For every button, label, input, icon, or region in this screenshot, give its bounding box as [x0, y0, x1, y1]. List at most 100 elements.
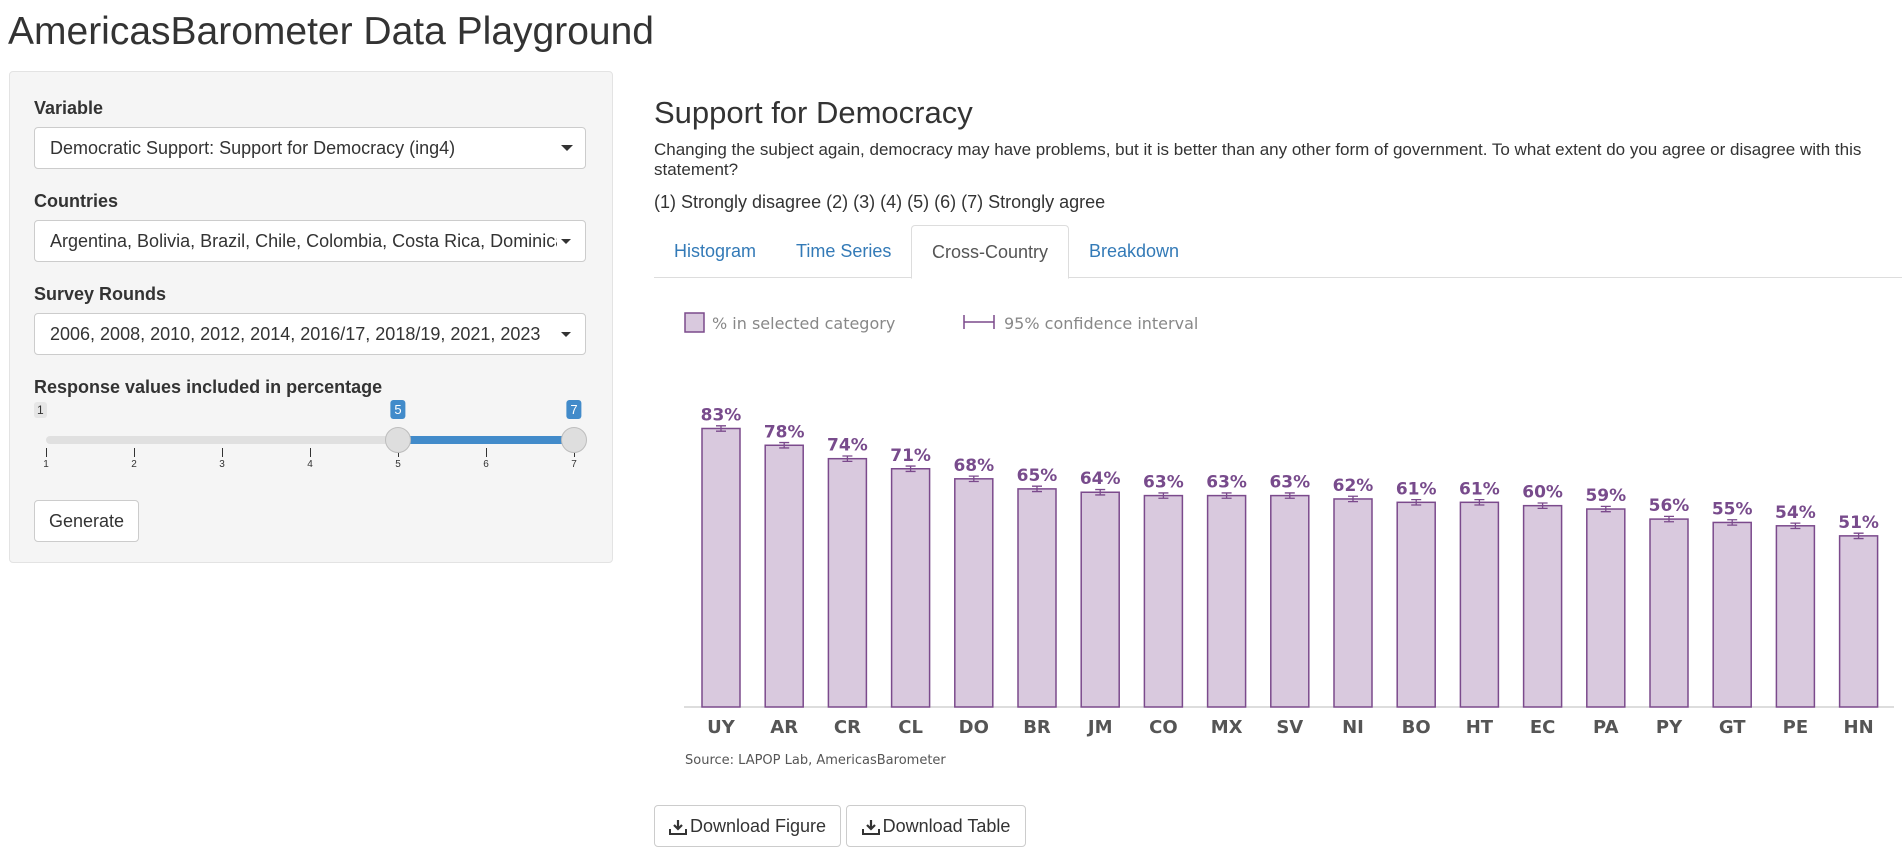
generate-button[interactable]: Generate [34, 500, 139, 542]
chart-bar [764, 444, 804, 708]
confidence-interval [1664, 515, 1674, 523]
legend-swatch [684, 312, 705, 333]
download-table-button[interactable]: Download Table [846, 805, 1026, 847]
bar-value-label: 65% [1017, 466, 1058, 486]
x-tick-label: CR [834, 717, 861, 738]
x-tick-label: NI [1342, 717, 1364, 738]
confidence-interval [1221, 492, 1232, 499]
confidence-interval [716, 425, 726, 432]
bar-value-label: 83% [701, 405, 742, 425]
chart-bar [890, 468, 931, 708]
download-figure-label: Download Figure [689, 815, 827, 836]
slider-from-handle[interactable] [385, 427, 411, 453]
response-scale-text: (1) Strongly disagree (2) (3) (4) (5) (6… [654, 192, 1106, 212]
legend-item-ci: 95% confidence interval [1004, 314, 1198, 333]
chart-bar [1649, 518, 1689, 708]
x-tick-label: DO [959, 717, 989, 738]
bar-value-label: 71% [890, 446, 931, 466]
x-tick-label: HT [1466, 717, 1494, 738]
chart-bar [827, 457, 868, 708]
confidence-interval [1853, 532, 1864, 540]
bar-value-label: 74% [827, 436, 868, 456]
download-icon [861, 819, 880, 835]
chart-bar [1775, 525, 1816, 708]
bar-value-label: 59% [1585, 486, 1626, 506]
confidence-interval [842, 455, 853, 463]
slider-min-label: 1 [34, 402, 47, 418]
chart-bar [1206, 494, 1247, 708]
slider-tick-label: 2 [131, 459, 137, 470]
chart-bar [1080, 491, 1120, 708]
chart-bar [1586, 508, 1626, 708]
confidence-interval [1284, 492, 1295, 499]
bar-value-label: 78% [764, 422, 805, 442]
tab-breakdown[interactable]: Breakdown [1089, 241, 1180, 261]
slider-tick-label: 4 [307, 459, 313, 470]
confidence-interval [1158, 492, 1169, 499]
confidence-interval [1095, 488, 1106, 496]
chart-bar [1522, 504, 1563, 708]
confidence-interval [1600, 505, 1611, 513]
x-tick-label: SV [1276, 717, 1303, 738]
slider-track[interactable] [46, 436, 574, 444]
confidence-interval [1032, 485, 1042, 493]
slider-tick [134, 448, 135, 457]
chevron-down-icon [561, 332, 571, 337]
bar-value-label: 56% [1649, 496, 1690, 516]
bar-value-label: 64% [1080, 469, 1121, 489]
confidence-interval [1348, 495, 1358, 503]
x-tick-label: BO [1402, 717, 1431, 738]
x-tick-label: CO [1149, 717, 1178, 738]
chevron-down-icon [561, 239, 571, 244]
tab-histogram[interactable]: Histogram [674, 241, 757, 261]
survey-rounds-label: Survey Rounds [34, 284, 167, 304]
bar-value-label: 60% [1522, 483, 1563, 503]
response-range-slider[interactable]: 1 5 7 1 2 3 4 5 6 7 [34, 400, 587, 482]
response-values-label: Response values included in percentage [34, 377, 383, 397]
variable-select-value: Democratic Support: Support for Democrac… [50, 138, 456, 158]
confidence-interval [1411, 498, 1422, 506]
confidence-interval [968, 475, 979, 483]
download-figure-button[interactable]: Download Figure [654, 805, 841, 847]
download-table-label: Download Table [882, 815, 1011, 836]
chart-bar [1333, 498, 1373, 708]
slider-selected-range [398, 436, 574, 444]
chart-bar [1459, 501, 1500, 708]
chart-bar [1270, 494, 1310, 708]
slider-tick [310, 448, 311, 457]
slider-to-handle[interactable] [561, 427, 587, 453]
x-tick-label: PY [1656, 717, 1683, 738]
tab-time-series[interactable]: Time Series [796, 241, 892, 261]
bar-value-label: 63% [1206, 473, 1247, 493]
countries-select-value: Argentina, Bolivia, Brazil, Chile, Colom… [50, 231, 557, 251]
x-tick-label: UY [707, 717, 736, 738]
question-text: Changing the subject again, democracy ma… [654, 140, 1862, 179]
sidebar-panel: Variable Democratic Support: Support for… [9, 71, 613, 563]
survey-rounds-select[interactable]: 2006, 2008, 2010, 2012, 2014, 2016/17, 2… [34, 313, 586, 355]
countries-select[interactable]: Argentina, Bolivia, Brazil, Chile, Colom… [34, 220, 586, 262]
bar-value-label: 54% [1775, 503, 1816, 523]
x-tick-label: PA [1593, 717, 1619, 738]
legend-ci-symbol [963, 315, 995, 329]
confidence-interval [905, 465, 916, 473]
slider-tick [46, 448, 47, 457]
tab-bar: Histogram Time Series Cross-Country Brea… [654, 225, 1902, 279]
slider-tick [486, 448, 487, 457]
variable-label: Variable [34, 98, 104, 118]
tab-cross-country[interactable]: Cross-Country [911, 225, 1070, 279]
x-tick-label: GT [1719, 717, 1746, 738]
bar-value-label: 61% [1459, 479, 1500, 499]
legend-item-percent: % in selected category [712, 314, 895, 333]
countries-label: Countries [34, 191, 119, 211]
slider-from-label: 5 [390, 400, 406, 419]
chart-bar [701, 427, 741, 708]
slider-tick-label: 7 [571, 459, 577, 470]
chart-bar [1017, 488, 1057, 708]
variable-select[interactable]: Democratic Support: Support for Democrac… [34, 127, 586, 169]
chart-bar [954, 478, 994, 708]
x-tick-label: AR [770, 717, 798, 738]
chevron-down-icon [561, 145, 573, 151]
x-tick-label: BR [1023, 717, 1051, 738]
confidence-interval [779, 441, 790, 449]
confidence-interval [1537, 502, 1548, 510]
